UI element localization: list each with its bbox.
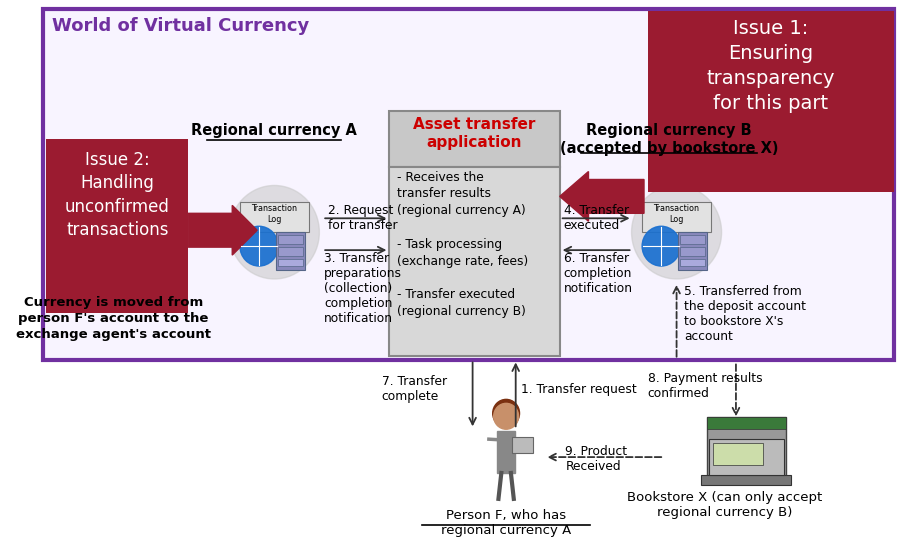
Text: 9. Product
Received: 9. Product Received [565,445,627,473]
Text: World of Virtual Currency: World of Virtual Currency [52,17,309,35]
FancyBboxPatch shape [389,111,559,167]
FancyBboxPatch shape [677,232,706,270]
FancyBboxPatch shape [278,259,303,266]
Text: 5. Transferred from
the deposit account
to bookstore X's
account: 5. Transferred from the deposit account … [684,285,805,343]
Text: 1. Transfer request: 1. Transfer request [520,383,637,396]
FancyBboxPatch shape [679,235,704,244]
FancyBboxPatch shape [713,443,762,465]
Text: 8. Payment results
confirmed: 8. Payment results confirmed [647,371,761,400]
Text: - Receives the
transfer results
(regional currency A)

- Task processing
(exchan: - Receives the transfer results (regiona… [397,171,528,318]
Text: Currency is moved from
person F's account to the
exchange agent's account: Currency is moved from person F's accoun… [16,296,211,341]
Circle shape [641,226,679,266]
FancyBboxPatch shape [42,9,893,359]
Circle shape [630,185,721,279]
FancyBboxPatch shape [240,203,308,232]
FancyBboxPatch shape [679,259,704,266]
Text: 6. Transfer
completion
notification: 6. Transfer completion notification [563,252,632,295]
Text: Transaction
Log: Transaction Log [251,204,297,224]
Text: Issue 1:
Ensuring
transparency
for this part: Issue 1: Ensuring transparency for this … [705,19,833,113]
FancyBboxPatch shape [706,417,785,429]
FancyArrow shape [559,172,643,221]
Text: Regional currency B
(accepted by bookstore X): Regional currency B (accepted by booksto… [559,123,778,156]
FancyBboxPatch shape [641,203,710,232]
FancyBboxPatch shape [46,139,188,313]
Text: 4. Transfer
executed: 4. Transfer executed [563,204,628,232]
FancyBboxPatch shape [278,235,303,244]
Text: Transaction
Log: Transaction Log [653,204,699,224]
FancyArrow shape [188,205,257,255]
Text: Bookstore X (can only accept
regional currency B): Bookstore X (can only accept regional cu… [626,491,821,519]
Text: 2. Request
for transfer: 2. Request for transfer [327,204,397,232]
FancyBboxPatch shape [647,12,893,193]
Text: 7. Transfer
complete: 7. Transfer complete [382,375,446,404]
Text: 3. Transfer
preparations
(collection)
completion
notification: 3. Transfer preparations (collection) co… [324,252,401,325]
Text: Issue 2:
Handling
unconfirmed
transactions: Issue 2: Handling unconfirmed transactio… [65,151,170,240]
FancyBboxPatch shape [701,475,791,485]
Circle shape [240,226,278,266]
FancyArrow shape [497,431,514,473]
Circle shape [229,185,319,279]
Circle shape [492,400,519,427]
Text: Asset transfer
application: Asset transfer application [413,117,535,150]
Circle shape [493,404,518,429]
FancyBboxPatch shape [708,439,783,475]
FancyBboxPatch shape [276,232,305,270]
FancyBboxPatch shape [389,167,559,355]
Text: Regional currency A: Regional currency A [191,123,357,138]
FancyBboxPatch shape [679,247,704,256]
FancyBboxPatch shape [706,417,785,477]
FancyBboxPatch shape [278,247,303,256]
Text: Person F, who has
regional currency A: Person F, who has regional currency A [440,509,571,537]
FancyBboxPatch shape [511,437,532,453]
